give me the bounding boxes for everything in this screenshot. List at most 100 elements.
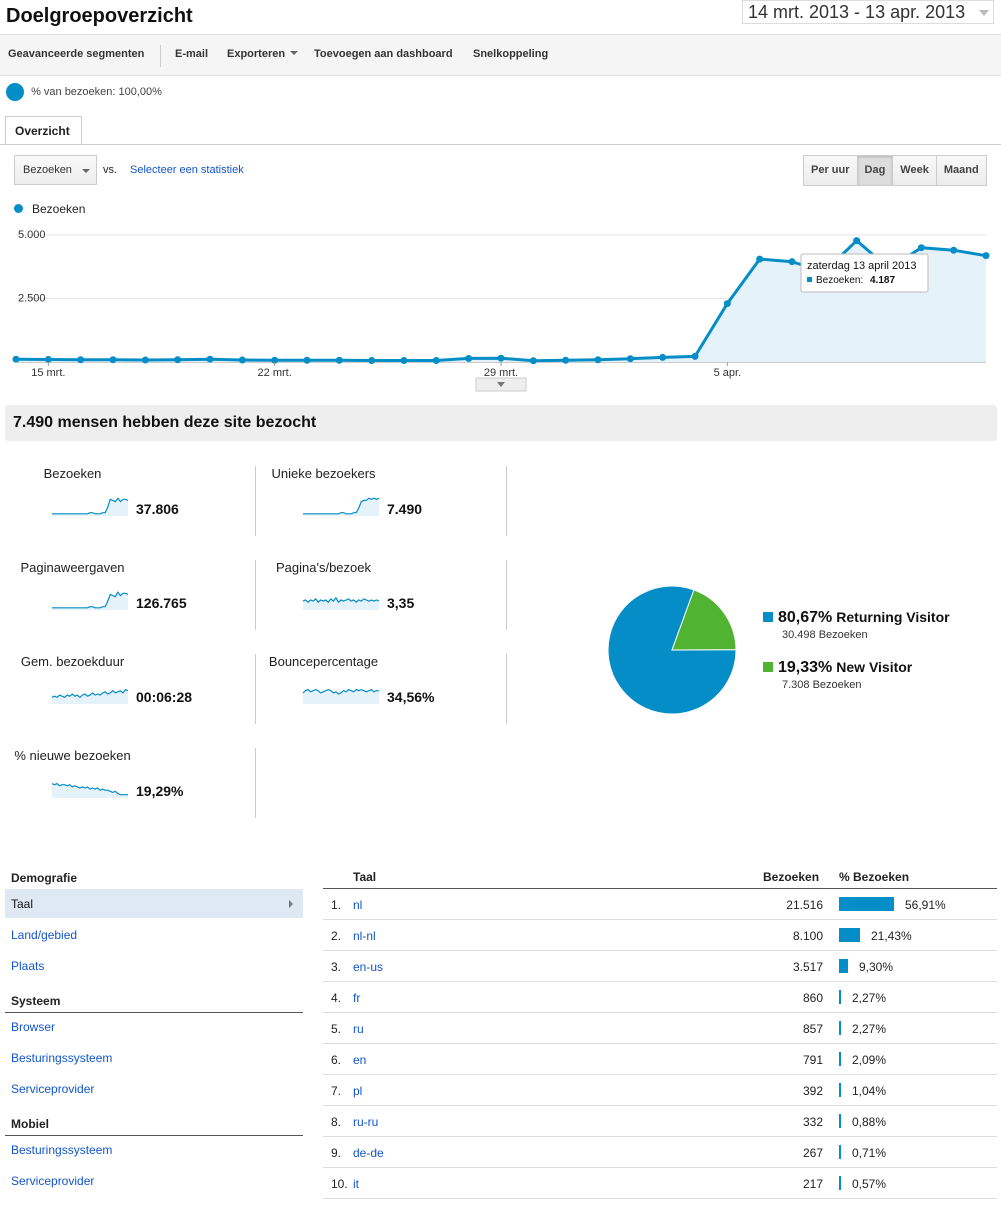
nav-plaats[interactable]: Plaats <box>11 959 45 973</box>
period-month-button[interactable]: Maand <box>935 156 986 185</box>
period-week-button[interactable]: Week <box>892 156 936 185</box>
row-language-link[interactable]: it <box>353 1177 359 1191</box>
row-index: 10. <box>331 1177 348 1191</box>
segment-label: % van bezoeken: 100,00% <box>31 85 162 98</box>
date-range-picker[interactable]: 14 mrt. 2013 - 13 apr. 2013 <box>742 0 994 24</box>
data-point <box>12 355 20 363</box>
caret-down-icon <box>82 169 90 173</box>
metric-label: Unieke bezoekers <box>271 466 376 481</box>
metric-divider <box>506 654 507 724</box>
new-swatch <box>763 662 773 672</box>
x-tick-label: 22 mrt. <box>258 367 292 379</box>
data-point <box>562 356 570 364</box>
metric-tile[interactable]: Paginaweergaven 126.765 <box>0 560 250 630</box>
metric-tile[interactable]: Bouncepercentage 34,56% <box>251 654 501 724</box>
section-mobiel: Mobiel <box>5 1117 303 1136</box>
period-hour-button[interactable]: Per uur <box>804 156 857 185</box>
sparkline-area <box>52 498 128 516</box>
row-visits: 857 <box>802 1022 823 1036</box>
metric-value: 7.490 <box>387 501 423 517</box>
row-language-link[interactable]: ru <box>353 1022 364 1036</box>
data-point <box>594 356 602 364</box>
email-button[interactable]: E-mail <box>175 48 209 60</box>
tooltip-value: 4.187 <box>870 275 895 286</box>
data-point <box>271 356 279 364</box>
metric-value: 3,35 <box>387 595 415 611</box>
row-index: 4. <box>331 991 342 1005</box>
row-pct: 2,27% <box>852 991 887 1005</box>
row-share-bar <box>839 990 841 1004</box>
nav-browser[interactable]: Browser <box>11 1020 56 1034</box>
shortcut-button[interactable]: Snelkoppeling <box>473 48 549 60</box>
nav-taal[interactable]: Taal <box>5 889 303 918</box>
data-point <box>335 356 343 364</box>
tab-overzicht[interactable]: Overzicht <box>5 116 82 145</box>
row-index: 6. <box>331 1053 342 1067</box>
period-day-button[interactable]: Dag <box>856 156 893 185</box>
row-language-link[interactable]: fr <box>353 991 361 1005</box>
nav-mobiel-besturingssysteem[interactable]: Besturingssysteem <box>11 1143 113 1157</box>
section-demografie: Demografie <box>5 871 303 890</box>
data-point <box>982 252 990 260</box>
row-share-bar <box>839 1021 841 1035</box>
row-share-bar <box>839 1114 841 1128</box>
nav-land-gebied[interactable]: Land/gebied <box>11 928 78 942</box>
pie-legend-returning: 80,67% Returning Visitor 30.498 Bezoeken <box>763 609 950 641</box>
row-share-bar <box>839 1083 841 1097</box>
metric-tile[interactable]: % nieuwe bezoeken 19,29% <box>0 748 250 818</box>
nav-taal-label: Taal <box>11 897 34 911</box>
sparkline <box>303 497 380 516</box>
data-point <box>659 353 667 361</box>
table-row: 5. ru 857 2,27% <box>323 1013 997 1044</box>
data-point <box>238 356 246 364</box>
row-share-bar <box>839 1145 841 1159</box>
toolbar-divider <box>160 45 161 67</box>
tooltip-title: zaterdag 13 april 2013 <box>807 260 916 272</box>
x-tick-label: 5 apr. <box>714 367 742 379</box>
data-point <box>723 300 731 308</box>
row-index: 3. <box>331 960 342 974</box>
caret-down-icon <box>290 51 299 55</box>
nav-mobiel-serviceprovider[interactable]: Serviceprovider <box>11 1174 95 1188</box>
data-point <box>691 352 699 360</box>
sparkline-line <box>51 782 128 796</box>
new-name: New Visitor <box>836 659 913 675</box>
metric-divider <box>506 560 507 630</box>
row-language-link[interactable]: de-de <box>353 1146 384 1160</box>
vs-label: vs. <box>103 164 118 176</box>
row-language-link[interactable]: nl <box>353 898 363 912</box>
row-language-link[interactable]: ru-ru <box>353 1115 379 1129</box>
segment-indicator[interactable]: % van bezoeken: 100,00% <box>6 83 162 101</box>
metric-select[interactable]: Bezoeken <box>14 155 97 185</box>
pie-segment-icon <box>6 83 24 101</box>
select-statistic-link[interactable]: Selecteer een statistiek <box>130 164 244 176</box>
nav-besturingssysteem[interactable]: Besturingssysteem <box>11 1051 113 1065</box>
sparkline-line <box>302 596 380 604</box>
data-point <box>853 237 861 245</box>
row-language-link[interactable]: nl-nl <box>353 929 376 943</box>
metric-divider <box>255 560 256 630</box>
nav-serviceprovider[interactable]: Serviceprovider <box>11 1082 95 1096</box>
col-taal[interactable]: Taal <box>353 870 377 884</box>
add-to-dashboard-button[interactable]: Toevoegen aan dashboard <box>314 48 453 60</box>
metric-divider <box>255 654 256 724</box>
row-language-link[interactable]: pl <box>353 1084 363 1098</box>
pie-legend-new: 19,33% New Visitor 7.308 Bezoeken <box>763 659 912 691</box>
col-bezoeken[interactable]: Bezoeken <box>763 870 820 884</box>
col-pct-bezoeken[interactable]: % Bezoeken <box>839 870 910 884</box>
metric-divider <box>255 466 256 536</box>
row-language-link[interactable]: en <box>353 1053 367 1067</box>
advanced-segments-button[interactable]: Geavanceerde segmenten <box>8 48 145 60</box>
row-pct: 2,27% <box>852 1022 887 1036</box>
metric-tile[interactable]: Bezoeken 37.806 <box>0 466 250 536</box>
metric-tile[interactable]: Unieke bezoekers 7.490 <box>251 466 501 536</box>
sparkline-area <box>52 783 128 798</box>
row-share-bar <box>839 1176 841 1190</box>
row-index: 2. <box>331 929 342 943</box>
row-language-link[interactable]: en-us <box>353 960 384 974</box>
metric-tile[interactable]: Gem. bezoekduur 00:06:28 <box>0 654 250 724</box>
sparkline-line <box>303 497 380 515</box>
export-button[interactable]: Exporteren <box>227 48 299 60</box>
row-pct: 2,09% <box>852 1053 887 1067</box>
metric-tile[interactable]: Pagina's/bezoek 3,35 <box>251 560 501 630</box>
